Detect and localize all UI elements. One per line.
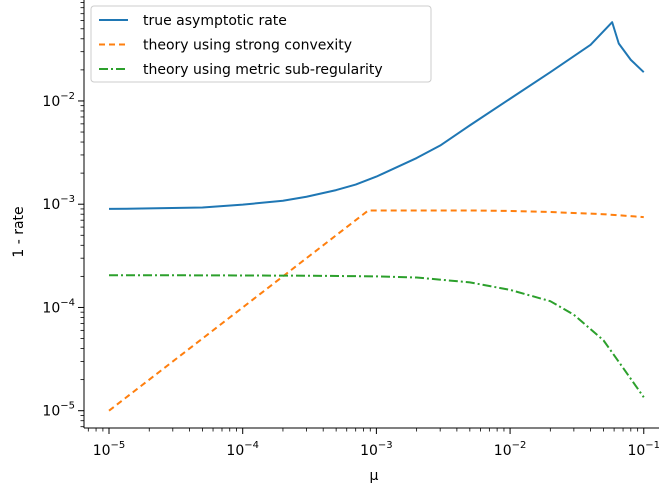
y-tick-label: 10−3 xyxy=(42,194,75,213)
series-line-3 xyxy=(109,274,645,398)
y-tick-label: 10−5 xyxy=(42,401,75,420)
legend-label-1: true asymptotic rate xyxy=(143,13,287,29)
x-ticks: 10−5 10−4 10−3 10−2 10−1 xyxy=(87,428,659,459)
x-tick-label: 10−2 xyxy=(494,440,527,459)
plot-lines xyxy=(108,21,645,412)
x-axis-label: μ xyxy=(370,468,379,484)
y-tick-label: 10−4 xyxy=(42,297,75,316)
x-tick-label: 10−3 xyxy=(360,440,393,459)
legend-label-2: theory using strong convexity xyxy=(143,38,352,54)
y-ticks: 10−5 10−4 10−3 10−2 xyxy=(42,2,84,428)
y-tick-label: 10−2 xyxy=(42,91,75,110)
series-line-1 xyxy=(108,21,645,210)
x-tick-label: 10−1 xyxy=(627,440,659,459)
legend: true asymptotic rate theory using strong … xyxy=(90,5,432,83)
x-tick-label: 10−4 xyxy=(226,440,259,459)
x-tick-label: 10−5 xyxy=(93,440,126,459)
legend-label-3: theory using metric sub-regularity xyxy=(143,62,383,78)
y-axis-label: 1 - rate xyxy=(11,206,27,257)
legend-frame xyxy=(90,5,432,83)
series-line-2 xyxy=(108,209,644,412)
